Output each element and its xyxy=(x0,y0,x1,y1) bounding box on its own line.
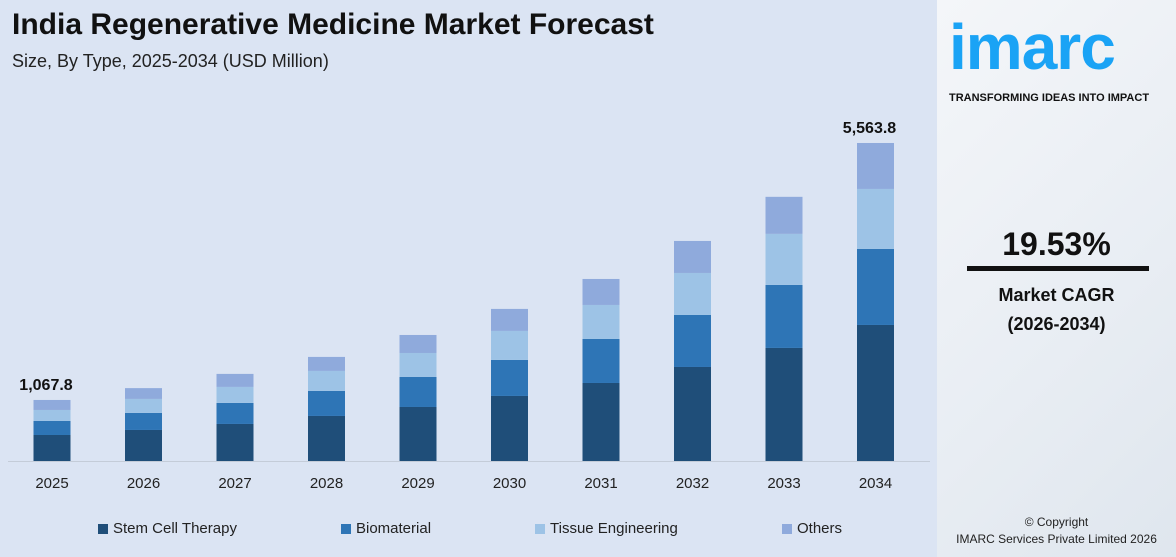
bar-segment xyxy=(582,278,620,305)
logo-tagline: TRANSFORMING IDEAS INTO IMPACT xyxy=(949,92,1150,104)
bar-segment xyxy=(857,188,894,249)
chart-title: India Regenerative Medicine Market Forec… xyxy=(12,8,654,41)
bar-segment xyxy=(399,334,437,353)
bar-segment xyxy=(399,352,437,377)
bar-segment xyxy=(399,376,437,407)
x-tick-label: 2033 xyxy=(767,475,800,492)
bar-segment xyxy=(308,390,345,416)
bar-segment xyxy=(491,359,528,396)
bar-segment xyxy=(125,429,162,461)
cagr-label: Market CAGR xyxy=(998,285,1115,305)
bar-segment xyxy=(765,233,803,285)
data-label: 1,067.8 xyxy=(19,377,72,394)
bar-segment xyxy=(674,272,711,315)
x-tick-label: 2034 xyxy=(859,475,892,492)
bar-segment xyxy=(857,324,894,461)
copyright: © Copyright xyxy=(1024,515,1089,529)
cagr-period: (2026-2034) xyxy=(1007,314,1106,334)
legend-label: Tissue Engineering xyxy=(550,520,678,537)
bar-segment xyxy=(216,423,254,461)
bar-segment xyxy=(399,406,437,461)
bar-segment xyxy=(33,420,71,435)
imarc-logo: imarc xyxy=(949,11,1116,83)
bar-segment xyxy=(125,412,162,430)
legend-label: Stem Cell Therapy xyxy=(113,520,237,537)
bar-segment xyxy=(582,338,620,383)
bar-segment xyxy=(491,308,528,331)
cagr-value: 19.53% xyxy=(1002,226,1111,262)
legend-item-stem-cell: Stem Cell Therapy xyxy=(98,520,237,537)
bar-segment xyxy=(308,370,345,391)
legend-swatch xyxy=(782,523,792,534)
data-label: 5,563.8 xyxy=(843,120,896,137)
bar-segment xyxy=(33,399,71,410)
bar-segment xyxy=(125,398,162,413)
bar-segment xyxy=(582,382,620,461)
bar-segment xyxy=(216,402,254,424)
legend-swatch xyxy=(98,523,108,534)
bar-segment xyxy=(308,356,345,371)
legend-item-others: Others xyxy=(782,520,842,537)
x-tick-label: 2028 xyxy=(310,475,343,492)
bar-segment xyxy=(33,409,71,421)
x-tick-label: 2025 xyxy=(35,475,68,492)
bar-segment xyxy=(674,366,711,461)
company: IMARC Services Private Limited 2026 xyxy=(956,532,1157,546)
divider xyxy=(967,266,1149,271)
bar-segment xyxy=(765,196,803,234)
side-panel: imarc TRANSFORMING IDEAS INTO IMPACT 19.… xyxy=(937,0,1176,557)
bar-segment xyxy=(216,386,254,403)
legend-label: Others xyxy=(797,520,843,537)
legend-item-tissue: Tissue Engineering xyxy=(535,520,678,537)
legend-item-biomaterial: Biomaterial xyxy=(341,520,431,537)
bar-segment xyxy=(765,347,803,461)
stacked-bar-chart: 2025 1,067.8 2026 2027 2028 2029 2030 2031 2032 2… xyxy=(8,120,930,492)
bar-segment xyxy=(857,248,894,325)
legend-label: Biomaterial xyxy=(356,520,432,537)
x-tick-label: 2032 xyxy=(676,475,709,492)
x-tick-label: 2031 xyxy=(584,475,617,492)
x-tick-label: 2029 xyxy=(401,475,434,492)
bar-segment xyxy=(125,388,162,399)
legend-swatch xyxy=(535,523,545,534)
chart-subtitle: Size, By Type, 2025-2034 (USD Million) xyxy=(12,51,329,71)
bar-segment xyxy=(308,415,345,461)
x-tick-label: 2027 xyxy=(218,475,251,492)
bar-segment xyxy=(33,434,71,461)
bar-segment xyxy=(765,284,803,348)
bar-segment xyxy=(674,240,711,273)
bar-segment xyxy=(582,304,620,339)
x-tick-label: 2026 xyxy=(127,475,160,492)
bar-segment xyxy=(674,314,711,367)
bar-segment xyxy=(491,395,528,461)
bar-segment xyxy=(216,373,254,387)
bar-segment xyxy=(857,142,894,189)
legend-swatch xyxy=(341,523,351,534)
bar-segment xyxy=(491,330,528,360)
x-tick-label: 2030 xyxy=(493,475,526,492)
